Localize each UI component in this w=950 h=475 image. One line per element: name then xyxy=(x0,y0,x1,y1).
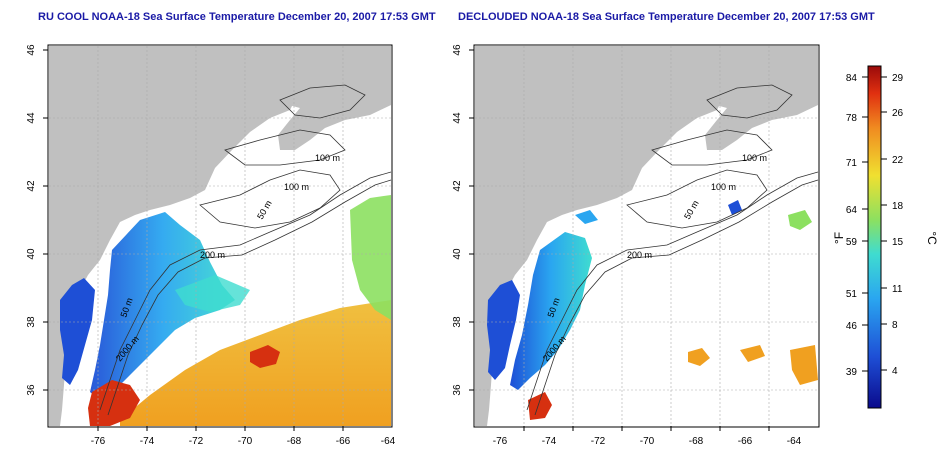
right-axis-ticks xyxy=(469,49,770,431)
left-xtick-label: -76 xyxy=(91,436,106,447)
right-sst-blue-patch xyxy=(728,200,742,215)
right-land-novascotia xyxy=(697,60,818,150)
colorbar-c-tick: 22 xyxy=(892,155,904,166)
left-map: 100 m 100 m 50 m 200 m 50 m 2000 m -76 -… xyxy=(26,44,396,447)
right-ytick-label: 46 xyxy=(452,44,463,56)
right-ytick-label: 36 xyxy=(452,384,463,396)
right-ytick-label: 38 xyxy=(452,316,463,328)
left-ytick-label: 42 xyxy=(26,180,37,192)
right-contour-label-100m-b: 100 m xyxy=(711,182,736,192)
colorbar-c-tick: 8 xyxy=(892,320,898,331)
colorbar-f-tick: 51 xyxy=(846,289,858,300)
left-sst-bay xyxy=(60,278,95,385)
right-sst-coastal xyxy=(510,232,592,390)
right-ytick-label: 40 xyxy=(452,248,463,260)
left-grid xyxy=(49,46,391,426)
right-contours xyxy=(526,84,819,416)
right-ytick-label: 44 xyxy=(452,112,463,124)
left-ytick-label: 44 xyxy=(26,112,37,124)
right-xtick-label: -76 xyxy=(493,436,508,447)
left-xtick-label: -66 xyxy=(336,436,351,447)
right-contour-label-100m-a: 100 m xyxy=(742,153,767,163)
colorbar-c-tick: 18 xyxy=(892,201,904,212)
right-sst-green-east xyxy=(788,210,812,230)
left-contour-label-100m-b: 100 m xyxy=(284,182,309,192)
left-xtick-label: -68 xyxy=(287,436,302,447)
left-xtick-label: -64 xyxy=(381,436,396,447)
left-contour-label-100m-a: 100 m xyxy=(315,153,340,163)
left-sst-cyan-mid xyxy=(175,275,250,312)
left-land-novascotia xyxy=(270,60,391,150)
left-land-northeast xyxy=(49,46,391,426)
left-xtick-label: -72 xyxy=(189,436,204,447)
right-land-northeast xyxy=(475,46,818,426)
left-sst-hot-1 xyxy=(88,380,140,426)
colorbar-f-tick: 84 xyxy=(846,73,858,84)
left-sst-coastal xyxy=(90,212,235,400)
colorbar-f-tick: 46 xyxy=(846,321,858,332)
colorbar-f-tick: 78 xyxy=(846,113,858,124)
colorbar-gradient xyxy=(867,65,882,409)
left-ytick-label: 38 xyxy=(26,316,37,328)
left-sst-green-east xyxy=(350,195,391,320)
colorbar-ticks xyxy=(862,76,887,372)
colorbar-celsius-label: °C xyxy=(925,231,939,245)
right-sst-blue-patch-2 xyxy=(575,210,598,224)
right-xtick-label: -72 xyxy=(591,436,606,447)
right-sst-orange-1 xyxy=(688,348,710,366)
right-sst-orange-2 xyxy=(740,345,765,362)
colorbar-c-tick: 11 xyxy=(892,284,903,295)
right-xtick-label: -74 xyxy=(542,436,557,447)
right-sst-bay xyxy=(487,280,520,380)
right-contour-label-200m: 200 m xyxy=(627,250,652,260)
colorbar-f-tick: 71 xyxy=(846,158,858,169)
right-xtick-label: -66 xyxy=(738,436,753,447)
left-ytick-label: 36 xyxy=(26,384,37,396)
panel-left-title: RU COOL NOAA-18 Sea Surface Temperature … xyxy=(38,11,436,23)
left-contour-label-200m: 200 m xyxy=(200,250,225,260)
left-sst-hot-2 xyxy=(250,345,280,368)
colorbar-f-tick: 59 xyxy=(846,237,858,248)
right-grid xyxy=(475,46,818,426)
panel-right-title: DECLOUDED NOAA-18 Sea Surface Temperatur… xyxy=(458,11,875,23)
right-map: 100 m 100 m 50 m 200 m 50 m 2000 m -76 -… xyxy=(452,44,820,447)
right-ytick-label: 42 xyxy=(452,180,463,192)
colorbar-c-tick: 4 xyxy=(892,366,898,377)
colorbar: 84 78 71 64 59 51 46 39 29 26 22 18 15 1… xyxy=(832,65,939,409)
left-axis-ticks xyxy=(43,49,344,431)
colorbar-f-tick: 64 xyxy=(846,205,858,216)
left-xtick-label: -70 xyxy=(238,436,253,447)
colorbar-c-tick: 29 xyxy=(892,73,904,84)
left-xtick-label: -74 xyxy=(140,436,155,447)
colorbar-fahrenheit-label: °F xyxy=(832,232,846,244)
right-sst-orange-3 xyxy=(790,345,818,385)
colorbar-c-tick: 15 xyxy=(892,237,904,248)
right-xtick-label: -70 xyxy=(640,436,655,447)
left-ytick-label: 46 xyxy=(26,44,37,56)
right-xtick-label: -64 xyxy=(787,436,802,447)
left-ytick-label: 40 xyxy=(26,248,37,260)
colorbar-f-tick: 39 xyxy=(846,367,858,378)
right-xtick-label: -68 xyxy=(689,436,704,447)
left-contours xyxy=(99,84,392,416)
colorbar-c-tick: 26 xyxy=(892,108,904,119)
right-sst-hot xyxy=(528,392,552,420)
